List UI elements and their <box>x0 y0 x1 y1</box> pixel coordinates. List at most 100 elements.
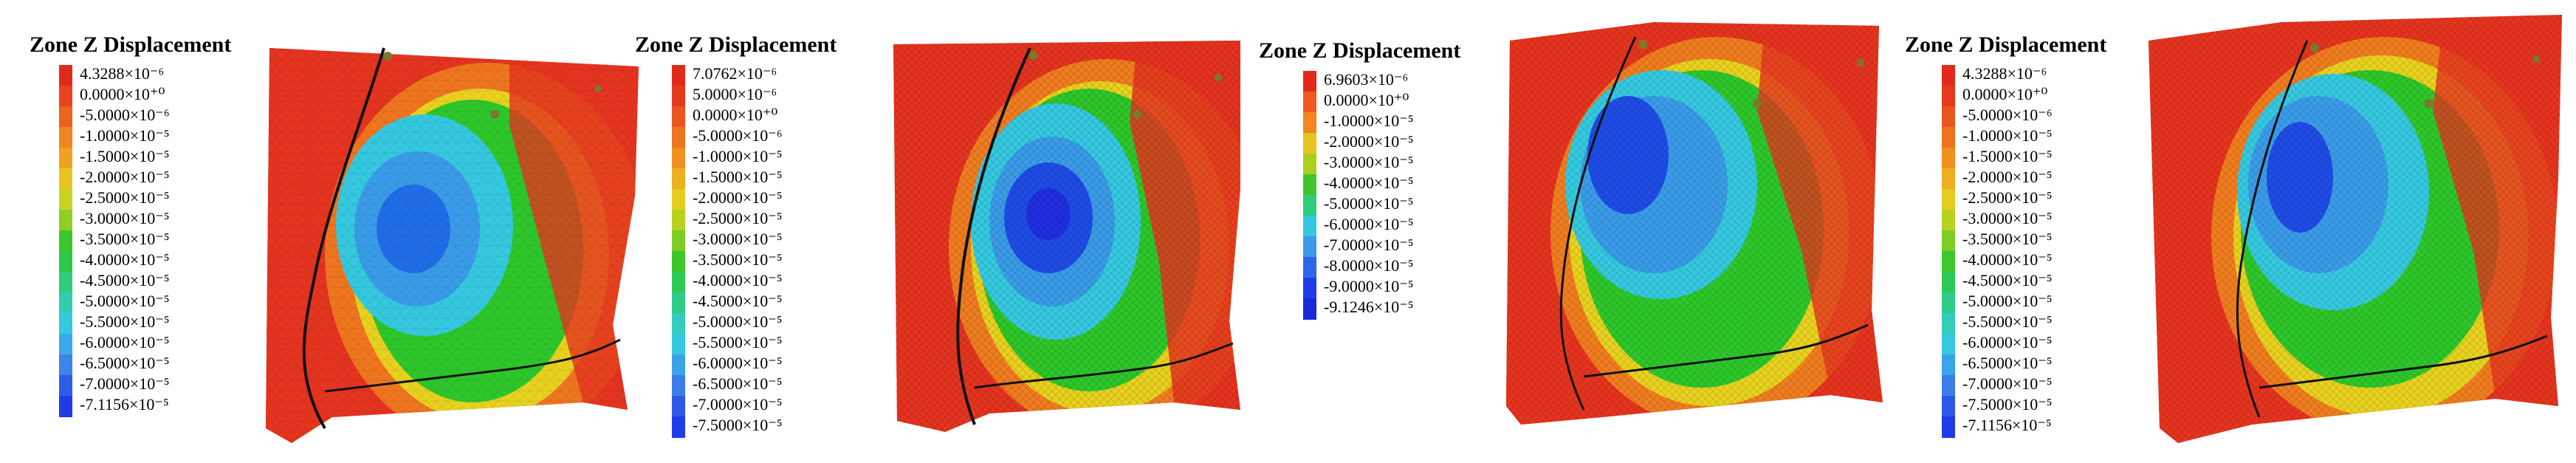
legend-color-swatch <box>59 251 72 272</box>
marker-point-4c <box>2532 55 2540 63</box>
legend-2-title: Zone Z Displacement <box>635 32 837 57</box>
legend-tick-label: -5.5000×10⁻⁵ <box>80 312 170 331</box>
legend-tick-label: -5.0000×10⁻⁵ <box>1962 292 2053 310</box>
legend-color-swatch <box>1942 251 1955 272</box>
legend-color-swatch <box>1942 396 1955 417</box>
legend-color-swatch <box>1942 148 1955 169</box>
legend-color-swatch <box>59 230 72 252</box>
boundary-line-4 <box>2236 40 2309 418</box>
legend-tick-label: -1.0000×10⁻⁵ <box>80 126 170 145</box>
legend-4-title: Zone Z Displacement <box>1905 32 2107 57</box>
legend-tick-label: -1.5000×10⁻⁵ <box>1962 147 2053 165</box>
legend-color-swatch <box>1942 168 1955 190</box>
legend-color-swatch <box>1303 216 1316 237</box>
legend-tick-label: -1.0000×10⁻⁵ <box>1324 112 1414 130</box>
contour-field-4 <box>2149 15 2562 443</box>
legend-color-swatch <box>59 168 72 190</box>
legend-color-swatch <box>1942 354 1955 376</box>
legend-tick-label: 0.0000×10⁺⁰ <box>1324 91 1409 109</box>
legend-tick-label: -2.0000×10⁻⁵ <box>1324 132 1414 151</box>
legend-tick-label: -2.0000×10⁻⁵ <box>80 168 170 186</box>
contour-panel-1 <box>266 44 650 443</box>
legend-tick-label: -2.0000×10⁻⁵ <box>693 188 783 207</box>
legend-tick-label: -6.0000×10⁻⁵ <box>80 333 170 351</box>
legend-color-swatch <box>672 334 685 355</box>
legend-color-swatch <box>672 127 685 148</box>
legend-tick-label: -3.5000×10⁻⁵ <box>693 250 783 269</box>
legend-tick-label: -2.0000×10⁻⁵ <box>1962 168 2053 186</box>
legend-3: Zone Z Displacement 6.9603×10⁻⁶ 0.0000×10… <box>1259 38 1502 334</box>
legend-tick-label: -3.0000×10⁻⁵ <box>693 230 783 248</box>
legend-color-swatch <box>672 251 685 272</box>
legend-tick-label: -3.5000×10⁻⁵ <box>80 230 170 248</box>
legend-color-swatch <box>672 272 685 293</box>
legend-color-swatch <box>1303 174 1316 196</box>
legend-tick-label: -2.5000×10⁻⁵ <box>1962 188 2053 207</box>
legend-tick-label: -7.0000×10⁻⁵ <box>80 374 170 393</box>
legend-color-swatch <box>1942 313 1955 335</box>
legend-color-swatch <box>672 375 685 397</box>
legend-color-swatch <box>1303 257 1316 278</box>
legend-tick-label: 4.3288×10⁻⁶ <box>80 64 165 83</box>
legend-tick-label: -7.0000×10⁻⁵ <box>1324 236 1414 254</box>
legend-color-swatch <box>59 189 72 210</box>
legend-1-title: Zone Z Displacement <box>30 32 232 57</box>
boundary-line-2 <box>956 47 1031 425</box>
legend-tick-label: -1.0000×10⁻⁵ <box>693 147 783 165</box>
legend-tick-label: -4.0000×10⁻⁵ <box>1962 250 2053 269</box>
marker-point-2b <box>1133 110 1141 119</box>
legend-color-swatch <box>672 396 685 417</box>
legend-tick-label: -8.0000×10⁻⁵ <box>1324 256 1414 275</box>
boundary-line-2b <box>974 342 1234 389</box>
legend-color-swatch <box>59 210 72 231</box>
legend-tick-label: 7.0762×10⁻⁶ <box>693 64 777 83</box>
legend-tick-label: -7.5000×10⁻⁵ <box>1962 395 2053 414</box>
legend-tick-label: -5.0000×10⁻⁵ <box>80 292 170 310</box>
legend-color-swatch <box>1942 189 1955 210</box>
legend-tick-label: -4.5000×10⁻⁵ <box>80 271 170 289</box>
marker-point-2c <box>1215 74 1222 81</box>
legend-tick-label: -5.0000×10⁻⁶ <box>80 106 170 124</box>
legend-tick-label: -3.0000×10⁻⁵ <box>1324 153 1414 171</box>
legend-color-swatch <box>1303 71 1316 92</box>
legend-tick-label: -5.0000×10⁻⁵ <box>1324 194 1414 213</box>
marker-point-1b <box>490 110 499 119</box>
legend-tick-label: -6.5000×10⁻⁵ <box>693 374 783 393</box>
marker-point-1c <box>594 85 602 92</box>
boundary-line-4b <box>2259 335 2548 389</box>
legend-color-swatch <box>1942 127 1955 148</box>
legend-color-swatch <box>1303 112 1316 134</box>
legend-color-swatch <box>59 127 72 148</box>
legend-3-color-bar <box>1303 71 1316 320</box>
marker-point-3a <box>1638 40 1647 49</box>
legend-color-swatch <box>1942 375 1955 397</box>
legend-tick-label: 0.0000×10⁺⁰ <box>80 85 165 103</box>
legend-tick-label: -9.1246×10⁻⁵ <box>1324 298 1414 316</box>
legend-tick-label: -7.1156×10⁻⁵ <box>80 395 169 414</box>
legend-tick-label: 0.0000×10⁺⁰ <box>1962 85 2048 103</box>
marker-point-3b <box>1753 99 1762 108</box>
legend-color-swatch <box>1303 92 1316 113</box>
legend-color-swatch <box>672 292 685 314</box>
legend-color-swatch <box>672 313 685 335</box>
legend-tick-label: -4.5000×10⁻⁵ <box>693 292 783 310</box>
legend-color-swatch <box>59 375 72 397</box>
legend-color-swatch <box>672 106 685 128</box>
legend-1-color-bar <box>59 65 72 417</box>
legend-color-swatch <box>1942 334 1955 355</box>
legend-color-swatch <box>672 189 685 210</box>
legend-3-title: Zone Z Displacement <box>1259 38 1461 63</box>
legend-4: Zone Z Displacement 4.3288×10⁻⁶ 0.0000×10… <box>1905 32 2149 453</box>
legend-tick-label: -7.0000×10⁻⁵ <box>1962 374 2053 393</box>
legend-color-swatch <box>1942 416 1955 438</box>
legend-color-swatch <box>672 354 685 376</box>
legend-color-swatch <box>672 168 685 190</box>
legend-tick-label: -6.0000×10⁻⁵ <box>1324 215 1414 233</box>
legend-color-swatch <box>1303 278 1316 299</box>
legend-color-swatch <box>672 86 685 107</box>
legend-color-swatch <box>59 313 72 335</box>
legend-4-color-bar <box>1942 65 1955 438</box>
legend-1: Zone Z Displacement 4.3288×10⁻⁶ 0.0000×10… <box>30 32 266 431</box>
contour-field-2 <box>893 41 1240 432</box>
legend-tick-label: -4.0000×10⁻⁵ <box>1324 174 1414 192</box>
